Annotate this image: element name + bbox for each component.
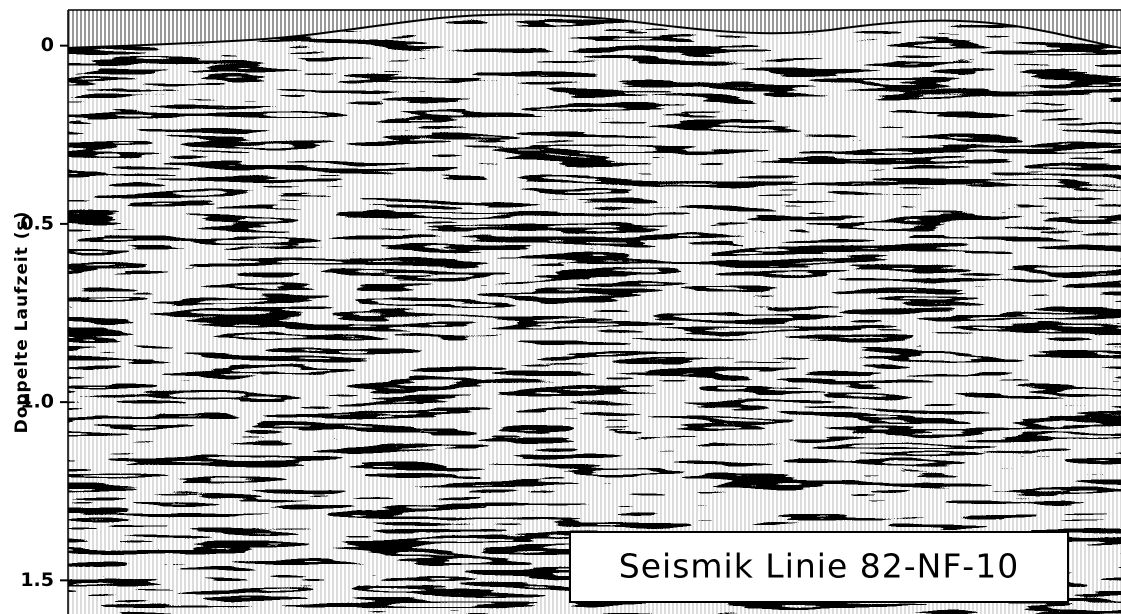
trace-lines [68,10,1121,614]
annotation: Seismik Linie 82-NF-10 [619,547,1019,586]
annotation-box: Seismik Linie 82-NF-10 [570,532,1068,602]
y-tick-label: 0 [41,34,54,56]
seismic-section [68,10,1121,614]
y-tick-label: 1.5 [20,569,54,591]
y-tick-label: 1.0 [20,391,54,413]
y-tick-label: 0.5 [20,212,54,234]
figure: Doppelte Laufzeit (s) Seismik Linie 82-N… [0,0,1121,614]
